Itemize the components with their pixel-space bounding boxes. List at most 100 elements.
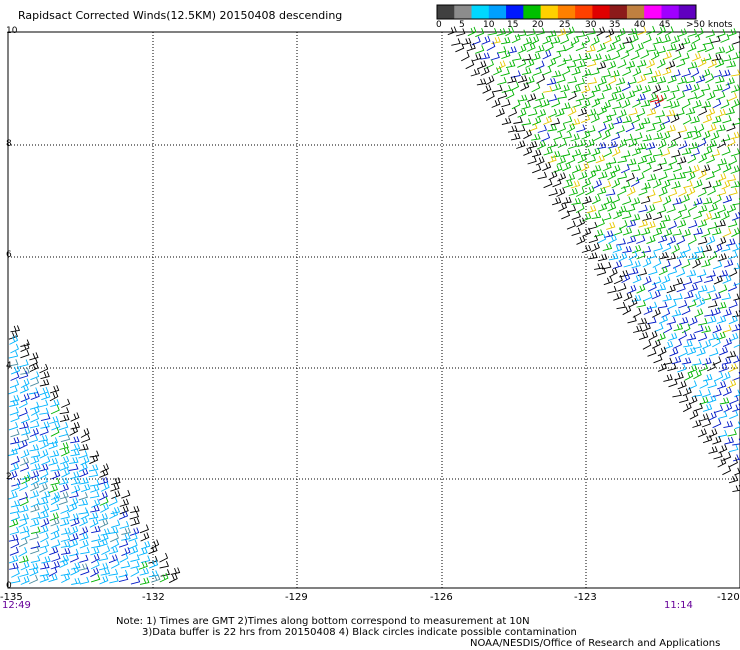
wind-barb — [681, 357, 692, 365]
wind-barb — [490, 52, 500, 61]
wind-barb — [81, 434, 91, 443]
wind-barb — [684, 371, 694, 381]
wind-barb — [11, 568, 20, 578]
wind-barb — [59, 462, 69, 471]
wind-barb — [91, 498, 101, 508]
wind-barb — [704, 309, 714, 317]
wind-barb — [575, 187, 585, 197]
wind-barb — [693, 227, 703, 236]
wind-barb — [617, 109, 627, 118]
wind-barb — [636, 284, 646, 294]
wind-barb — [593, 229, 604, 238]
wind-barb — [649, 94, 660, 103]
wind-barb — [690, 67, 700, 78]
wind-barb — [59, 518, 70, 527]
graticule — [8, 32, 740, 588]
wind-barb — [557, 58, 567, 68]
wind-barb — [712, 324, 722, 334]
wind-barb — [512, 53, 522, 61]
wind-barb — [682, 277, 693, 286]
wind-barb — [60, 434, 71, 443]
wind-barb — [692, 258, 701, 269]
wind-barb — [622, 196, 632, 206]
wind-barb — [70, 412, 80, 422]
wind-barb — [712, 179, 722, 188]
wind-barb — [70, 421, 81, 430]
wind-barb — [121, 527, 131, 535]
lat-label-10: 10 — [6, 26, 18, 36]
wind-barb — [669, 347, 679, 357]
wind-barb — [491, 98, 501, 108]
wind-barb — [728, 187, 738, 196]
wind-barb — [30, 555, 41, 563]
wind-barb — [694, 308, 704, 318]
wind-barb — [707, 380, 717, 389]
wind-barb — [616, 27, 626, 38]
wind-barb — [656, 76, 667, 84]
wind-barb — [728, 155, 738, 166]
wind-barb — [39, 540, 50, 549]
wind-barb — [522, 37, 533, 46]
wind-barb — [575, 30, 586, 38]
wind-barb — [59, 558, 69, 569]
wind-barb — [20, 342, 30, 353]
wind-barb — [621, 99, 631, 109]
wind-barb — [563, 179, 573, 189]
wind-barb — [657, 139, 667, 150]
legend-label: 30 — [585, 20, 597, 30]
wind-barb — [732, 403, 740, 413]
wind-barb — [580, 162, 590, 172]
wind-barb — [562, 162, 572, 172]
wind-barb — [646, 25, 656, 35]
wind-barb — [681, 259, 691, 269]
wind-barb — [667, 266, 678, 276]
wind-barb — [40, 371, 50, 380]
wind-barb — [688, 364, 698, 374]
wind-barb — [480, 66, 490, 76]
wind-barb — [570, 35, 580, 46]
wind-barb — [705, 171, 715, 180]
wind-barb — [139, 567, 150, 576]
wind-barb — [672, 390, 682, 398]
wind-barb — [718, 269, 729, 278]
wind-barb — [642, 162, 652, 173]
wind-barb — [652, 211, 663, 221]
wind-barb — [561, 65, 571, 76]
wind-barb — [472, 53, 482, 62]
wind-barb — [90, 484, 100, 493]
wind-barb — [652, 36, 663, 45]
wind-barb — [664, 26, 674, 36]
wind-barb — [8, 421, 19, 431]
wind-barb — [20, 575, 30, 585]
wind-barb — [722, 324, 732, 333]
wind-barb — [637, 59, 647, 68]
wind-barb — [29, 362, 39, 373]
wind-barb — [20, 462, 30, 472]
wind-barb — [663, 374, 673, 382]
wind-barb — [690, 164, 700, 174]
wind-barb — [676, 58, 686, 68]
wind-barb — [30, 413, 40, 423]
wind-barb — [60, 447, 70, 457]
wind-barb — [58, 496, 68, 506]
wind-barb — [517, 108, 527, 118]
wind-barb — [118, 569, 129, 578]
wind-barb — [716, 28, 726, 38]
wind-barb — [656, 122, 666, 133]
wind-barb — [80, 428, 90, 438]
wind-barb — [49, 546, 59, 556]
wind-barb — [662, 294, 672, 302]
wind-barb — [581, 130, 591, 140]
wind-barb — [69, 513, 80, 521]
wind-barb — [652, 258, 662, 268]
wind-barb — [8, 534, 19, 542]
wind-barb — [606, 43, 616, 53]
wind-barb — [48, 437, 59, 445]
wind-barb — [698, 153, 708, 163]
wind-barb — [542, 85, 553, 93]
wind-barb — [673, 293, 683, 301]
wind-barb — [39, 407, 49, 415]
wind-barb — [730, 165, 740, 174]
wind-barb — [505, 26, 515, 37]
wind-barb — [724, 436, 735, 445]
